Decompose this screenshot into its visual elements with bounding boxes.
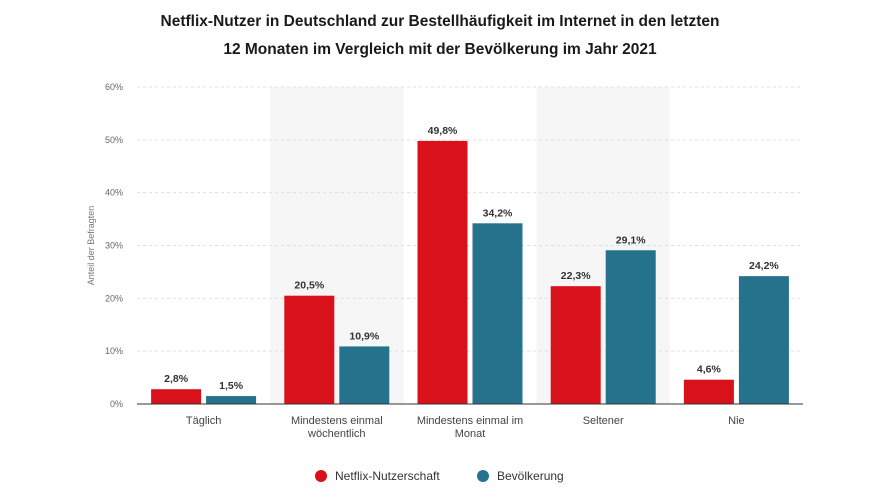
x-category-label: Täglich: [186, 415, 221, 427]
x-category-label: Mindestens einmal: [291, 415, 383, 427]
y-tick-label: 0%: [110, 399, 123, 409]
bar-bevoelkerung: [472, 223, 523, 404]
data-label: 22,3%: [561, 270, 591, 282]
x-category-label: wöchentlich: [307, 428, 365, 440]
data-label: 29,1%: [616, 234, 646, 246]
bar-netflix: [683, 379, 734, 404]
x-category-label: Seltener: [583, 415, 624, 427]
data-label: 2,8%: [164, 373, 189, 385]
y-tick-label: 50%: [105, 135, 123, 145]
bar-netflix: [284, 295, 335, 404]
x-category-label: Mindestens einmal im: [417, 415, 523, 427]
bar-netflix: [550, 286, 601, 404]
data-label: 24,2%: [749, 260, 779, 272]
bar-bevoelkerung: [605, 250, 656, 404]
data-label: 10,9%: [349, 330, 379, 342]
y-tick-label: 10%: [105, 346, 123, 356]
bar-bevoelkerung: [206, 396, 257, 404]
legend-marker-netflix: [315, 470, 327, 482]
legend-marker-bevoelkerung: [477, 470, 489, 482]
y-tick-label: 20%: [105, 293, 123, 303]
bar-bevoelkerung: [738, 276, 789, 404]
data-label: 1,5%: [219, 380, 244, 392]
bar-netflix: [417, 140, 468, 404]
chart-title-line-1: Netflix-Nutzer in Deutschland zur Bestel…: [160, 13, 720, 30]
y-tick-label: 30%: [105, 241, 123, 251]
data-label: 4,6%: [697, 364, 722, 376]
y-tick-label: 40%: [105, 188, 123, 198]
bar-netflix: [151, 389, 202, 404]
x-category-label: Monat: [455, 428, 486, 440]
x-category-label: Nie: [728, 415, 745, 427]
legend-label: Netflix-Nutzerschaft: [335, 469, 440, 483]
data-label: 20,5%: [294, 280, 324, 292]
data-label: 34,2%: [483, 207, 513, 219]
y-axis-label: Anteil der Befragten: [86, 206, 96, 286]
legend-label: Bevölkerung: [497, 469, 564, 483]
y-tick-label: 60%: [105, 82, 123, 92]
bar-bevoelkerung: [339, 346, 390, 404]
chart-title-line-2: 12 Monaten im Vergleich mit der Bevölker…: [223, 41, 657, 58]
data-label: 49,8%: [428, 125, 458, 137]
